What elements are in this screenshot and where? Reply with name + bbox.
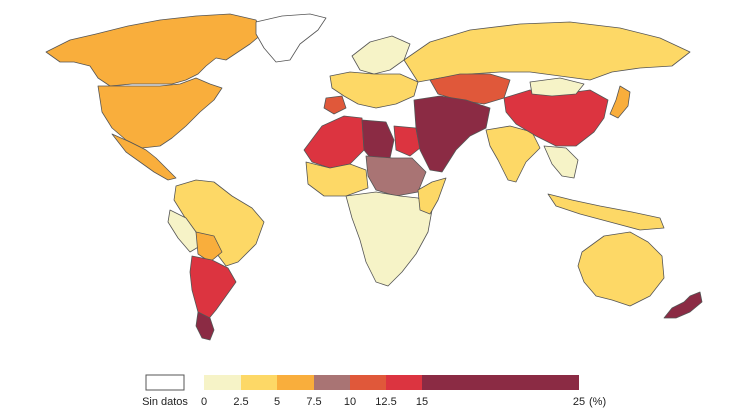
- legend-color-scale: [204, 375, 579, 390]
- region-central-southern-africa: [345, 191, 433, 287]
- region-iberia: [323, 95, 347, 115]
- legend-tick-labels: 0 2.5 5 7.5 10 12.5 15 25 (%): [201, 396, 606, 408]
- legend-no-data-swatch: [145, 374, 185, 391]
- region-peru: [167, 209, 201, 253]
- region-chad-sudan: [365, 155, 427, 197]
- region-bolivia: [195, 231, 223, 263]
- region-greenland: [255, 13, 327, 63]
- region-usa: [97, 77, 223, 149]
- region-sahel: [305, 161, 369, 197]
- legend-tick-label: 0: [201, 396, 207, 408]
- map-legend: Sin datos 0 2.5 5 7.5 10 12.5 15 25 (%): [142, 374, 606, 408]
- region-new-zealand: [663, 291, 703, 319]
- region-mexico: [111, 133, 177, 181]
- region-canada-alaska: [45, 13, 263, 87]
- region-europe: [329, 71, 419, 109]
- region-middle-east: [413, 95, 491, 173]
- legend-no-data-label: Sin datos: [142, 396, 188, 408]
- legend-tick-label: 15: [416, 396, 428, 408]
- legend-tick-label: 2.5: [233, 396, 248, 408]
- region-india: [485, 125, 541, 183]
- legend-bin-5: [386, 375, 422, 390]
- legend-tick-label: 7.5: [306, 396, 321, 408]
- region-scandinavia: [351, 35, 411, 75]
- region-east-africa: [417, 177, 447, 215]
- legend-bin-3: [314, 375, 350, 390]
- region-north-africa-west: [303, 115, 365, 169]
- region-australia: [577, 231, 665, 307]
- region-patagonia: [195, 311, 215, 341]
- region-russia: [403, 21, 691, 83]
- region-japan: [609, 85, 631, 119]
- legend-bin-4: [350, 375, 386, 390]
- legend-bin-1: [241, 375, 277, 390]
- legend-tick-label: 5: [274, 396, 280, 408]
- legend-bin-6: [422, 375, 579, 390]
- legend-tick-label: 12.5: [375, 396, 396, 408]
- legend-tick-label: 25: [573, 396, 585, 408]
- legend-unit-label: (%): [589, 396, 606, 408]
- region-libya: [361, 119, 395, 161]
- region-indonesia: [547, 193, 665, 231]
- legend-bin-0: [204, 375, 241, 390]
- legend-tick-label: 10: [344, 396, 356, 408]
- region-egypt: [393, 125, 421, 157]
- map-regions: [45, 13, 703, 341]
- legend-bin-2: [277, 375, 314, 390]
- region-southeast-asia: [543, 145, 579, 179]
- region-mongolia: [529, 77, 585, 97]
- region-chile-argentina: [189, 255, 237, 323]
